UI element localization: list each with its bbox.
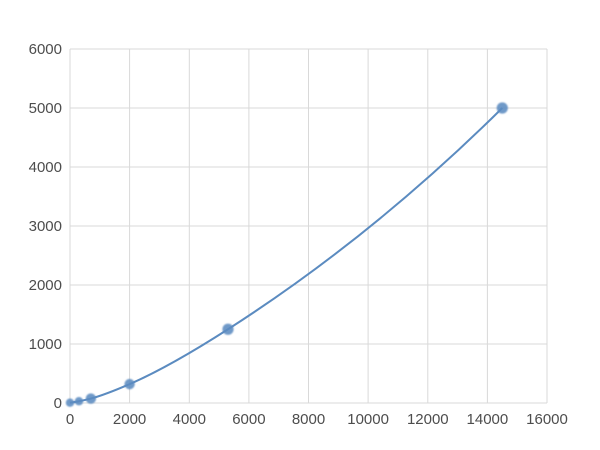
svg-text:3000: 3000 [29,218,62,235]
svg-text:14000: 14000 [467,411,509,428]
svg-text:8000: 8000 [292,411,325,428]
svg-text:0: 0 [66,411,74,428]
svg-text:2000: 2000 [29,277,62,294]
svg-text:10000: 10000 [347,411,389,428]
svg-text:0: 0 [54,395,62,412]
svg-text:6000: 6000 [232,411,265,428]
svg-text:6000: 6000 [29,41,62,58]
svg-text:12000: 12000 [407,411,449,428]
svg-text:16000: 16000 [526,411,568,428]
svg-text:2000: 2000 [113,411,146,428]
svg-text:4000: 4000 [173,411,206,428]
svg-text:5000: 5000 [29,100,62,117]
svg-text:1000: 1000 [29,336,62,353]
svg-text:4000: 4000 [29,159,62,176]
